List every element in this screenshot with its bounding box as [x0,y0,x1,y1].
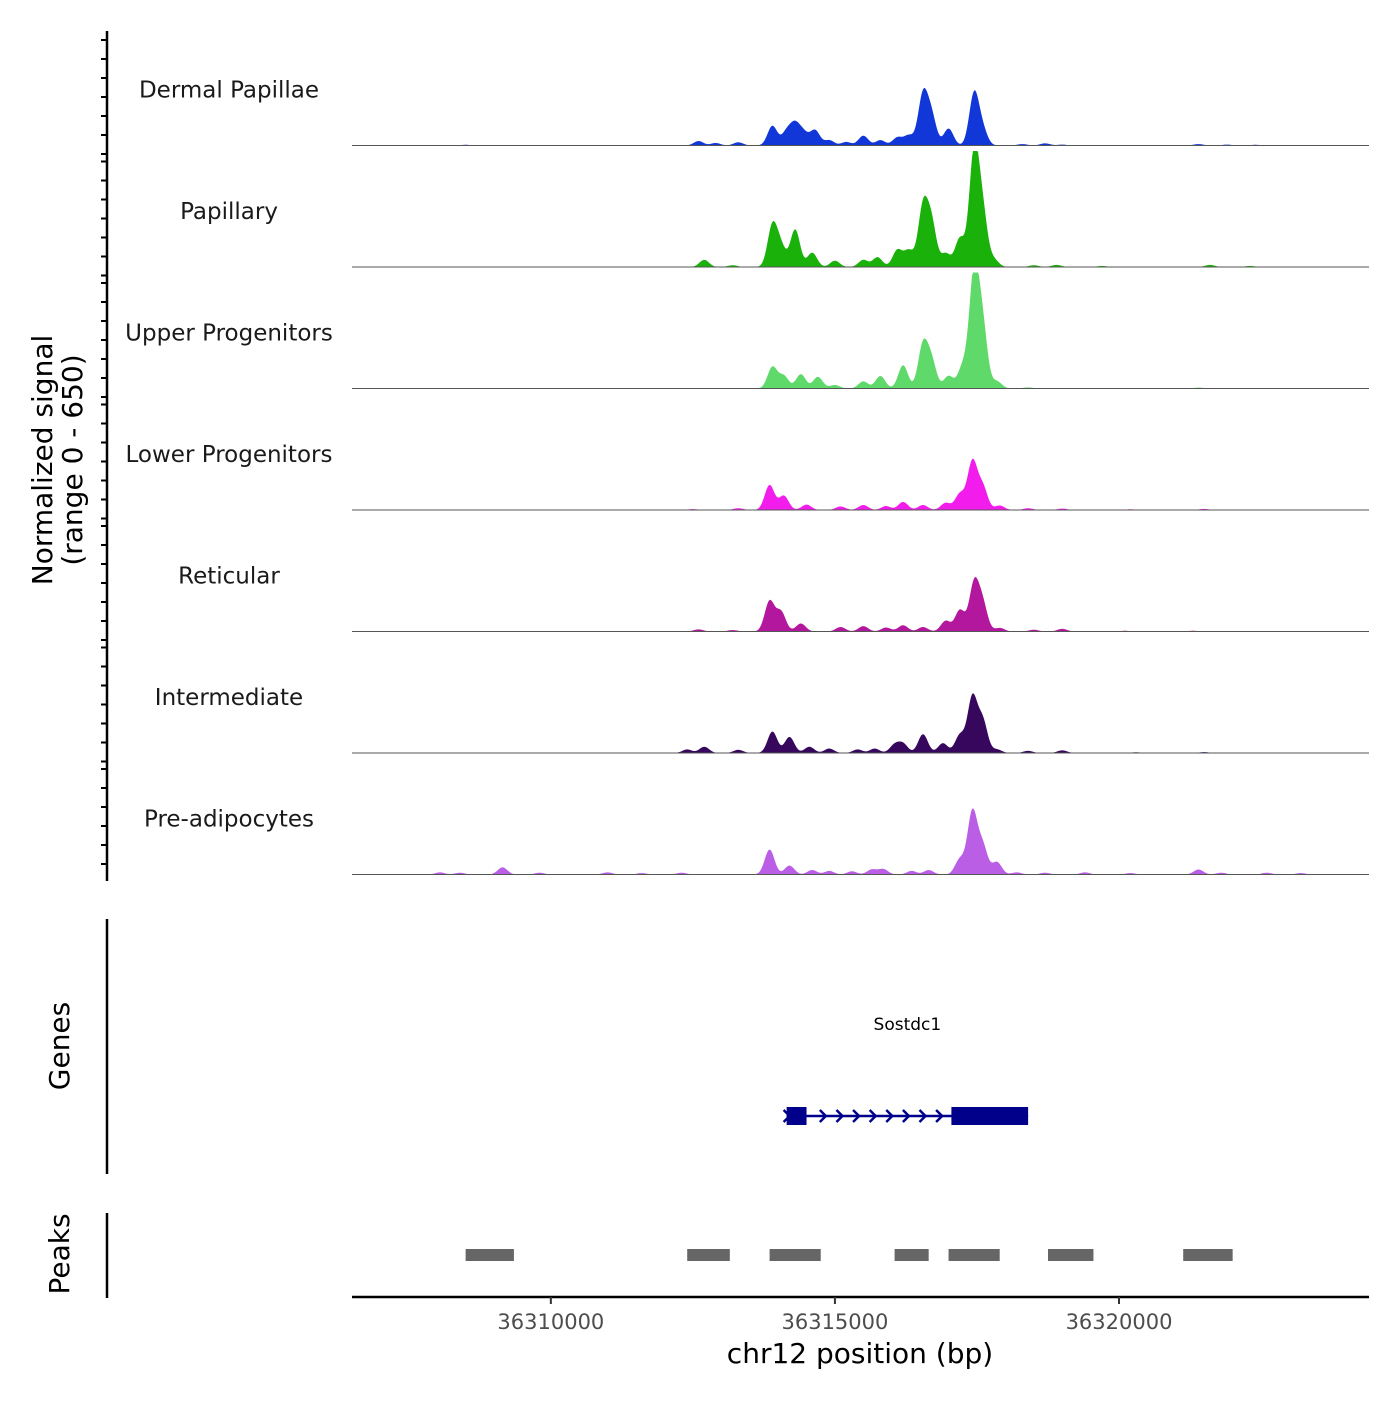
track-label: Papillary [180,199,278,225]
coverage-area [352,577,1369,632]
coverage-area [352,808,1369,875]
track-label: Upper Progenitors [125,321,333,347]
peak-track [465,1249,1233,1261]
peak-region [465,1249,514,1261]
y-axis-title: Normalized signal (range 0 - 650) [26,335,89,586]
track-label: Intermediate [155,685,303,711]
track-label: Reticular [178,564,280,590]
coverage-area [352,272,1369,389]
x-axis-title: chr12 position (bp) [727,1337,993,1370]
track-3: Upper Progenitors [125,272,1369,389]
peak-region [894,1249,929,1261]
coverage-area [352,458,1369,510]
exon [786,1107,807,1125]
y-axis-title-line1: Normalized signal [26,335,59,586]
strand-arrow [835,1109,845,1123]
track-5: Reticular [178,564,1369,632]
track-2: Papillary [180,151,1369,268]
strand-arrow [868,1109,878,1123]
peak-region [687,1249,730,1261]
strand-arrow [852,1109,861,1123]
track-label: Dermal Papillae [139,78,319,104]
strand-arrow [901,1109,911,1123]
peak-region [1183,1249,1233,1261]
coverage-area [352,693,1369,753]
gene-label: Sostdc1 [874,1015,942,1035]
track-7: Pre-adipocytes [144,807,1369,875]
coverage-tracks: Dermal Papillae Papillary Upper Progenitor… [125,78,1369,875]
exon [951,1107,1029,1125]
x-tick-label: 36315000 [781,1310,888,1334]
peak-region [948,1249,1000,1261]
peak-region [1047,1249,1094,1261]
strand-arrow [935,1109,944,1123]
strand-arrow [918,1109,928,1123]
coverage-area [352,151,1369,267]
track-label: Pre-adipocytes [144,807,314,833]
track-1: Dermal Papillae [139,78,1369,146]
strand-arrow [885,1109,895,1123]
x-tick-label: 36310000 [497,1310,604,1334]
x-tick-label: 36320000 [1066,1310,1173,1334]
track-label: Lower Progenitors [126,442,333,468]
y-axis-title-line2: (range 0 - 650) [56,354,89,565]
coverage-area [352,88,1369,146]
peak-region [769,1249,821,1261]
peaks-panel-title: Peaks [43,1213,76,1294]
strand-arrow [818,1109,828,1123]
x-axis-ticks: 36310000 36315000 36320000 [497,1297,1172,1334]
gene-track: Sostdc1 [782,1015,1029,1125]
coverage-y-ticks [101,39,107,865]
genes-panel-title: Genes [43,1002,76,1090]
track-4: Lower Progenitors [126,442,1369,511]
track-6: Intermediate [155,685,1369,754]
